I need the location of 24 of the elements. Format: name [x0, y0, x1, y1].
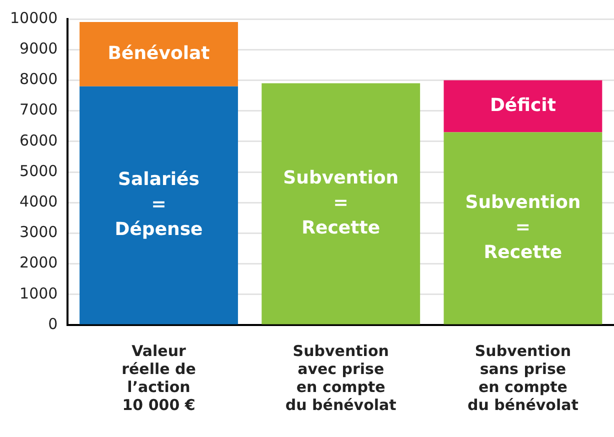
data-label: Salariés = Dépense [114, 168, 203, 240]
y-tick-label: 7000 [20, 100, 58, 119]
y-tick-label: 5000 [20, 162, 58, 180]
bar [262, 83, 420, 324]
y-tick-label: 0 [48, 314, 58, 333]
data-label: Subvention = Recette [283, 167, 399, 238]
data-label: Bénévolat [108, 42, 210, 64]
y-tick-label: 1000 [20, 284, 58, 302]
y-tick-label: 9000 [20, 39, 58, 58]
x-tick-label: Valeur réelle de l’action 10 000 € [122, 342, 196, 414]
x-tick-label: Subvention avec prise en compte du bénévolat [285, 342, 396, 414]
y-tick-label: 6000 [20, 131, 58, 150]
bar [80, 22, 238, 86]
y-tick-label: 10000 [10, 8, 58, 27]
y-tick-label: 8000 [20, 70, 58, 88]
y-tick-label: 2000 [20, 254, 58, 272]
bar [444, 80, 602, 132]
y-tick-label: 4000 [20, 192, 58, 210]
data-label: Déficit [490, 94, 556, 116]
x-tick-label: Subvention sans prise en compte du bénévolat [467, 342, 578, 414]
bar [80, 86, 238, 324]
y-tick-label: 3000 [20, 223, 58, 242]
bar [444, 132, 602, 324]
data-label: Subvention = Recette [465, 192, 581, 263]
